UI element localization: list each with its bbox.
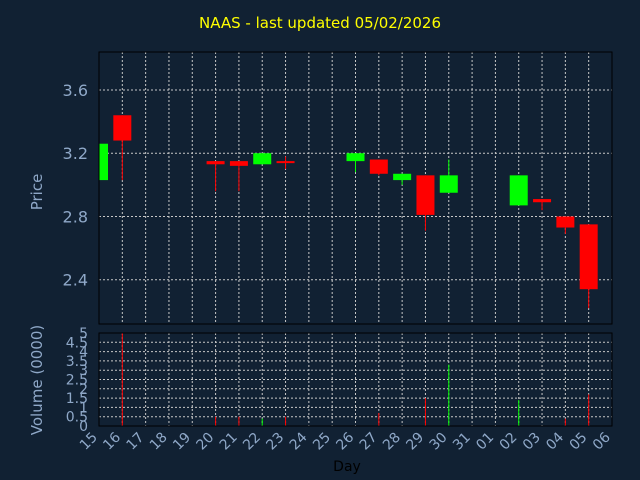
candle-body [276, 161, 295, 164]
candle-body [533, 199, 552, 203]
price-tick-label: 2.8 [63, 207, 88, 226]
x-tick-label: 05 [567, 430, 591, 454]
candle-body [556, 216, 575, 228]
price-tick-label: 2.4 [63, 271, 88, 290]
price-tick-label: 3.6 [63, 81, 88, 100]
volume-tick-label: 3 [79, 363, 88, 379]
x-tick-label: 20 [193, 430, 217, 454]
price-candles [98, 115, 598, 309]
candle-body [99, 143, 108, 181]
candle-body [253, 153, 272, 165]
x-tick-label: 17 [124, 430, 148, 454]
x-tick-label: 21 [217, 430, 241, 454]
x-tick-label: 30 [427, 430, 451, 454]
x-tick-label: 28 [380, 430, 404, 454]
volume-tick-label: 1.5 [66, 391, 88, 407]
volume-tick-label: 0.5 [66, 410, 88, 426]
x-tick-label: 01 [473, 430, 497, 454]
x-tick-label: 16 [100, 429, 124, 453]
candle-body [346, 153, 365, 162]
candle-body [509, 175, 528, 206]
x-tick-label: 02 [497, 430, 521, 454]
x-tick-label: 31 [450, 430, 474, 454]
volume-panel-frame [98, 332, 613, 427]
candle-body [229, 161, 248, 166]
x-tick-label: 25 [310, 430, 334, 454]
x-tick-label: 24 [287, 429, 311, 453]
volume-tick-label: 0 [79, 419, 88, 435]
price-panel-grid [99, 52, 612, 324]
volume-tick-label: 2.5 [66, 373, 88, 389]
candle-body [206, 161, 225, 165]
candle-body [416, 175, 435, 215]
volume-tick-label: 1 [79, 400, 88, 416]
volume-tick-label: 5 [79, 326, 88, 342]
price-tick-label: 3.2 [63, 144, 88, 163]
volume-bars [121, 333, 590, 426]
x-tick-label: 19 [170, 430, 194, 454]
price-panel-frame [98, 51, 613, 325]
volume-axis-title: Volume (0000) [28, 325, 46, 435]
candle-body [369, 159, 388, 174]
candle-body [113, 115, 132, 141]
x-tick-label: 18 [147, 430, 171, 454]
x-tick-label: 27 [357, 430, 381, 454]
volume-tick-label: 3.5 [66, 354, 88, 370]
x-tick-label: 06 [590, 429, 614, 453]
volume-panel-grid [99, 332, 612, 427]
x-tick-label: 03 [520, 430, 544, 454]
candle-body [393, 173, 412, 181]
x-tick-label: 29 [403, 430, 427, 454]
chart-title: NAAS - last updated 05/02/2026 [198, 14, 442, 32]
price-axis-title: Price [28, 174, 46, 211]
volume-tick-label: 4 [79, 345, 88, 361]
x-tick-label: 26 [333, 429, 357, 453]
candle-body [579, 224, 598, 290]
volume-tick-label: 4.5 [66, 335, 88, 351]
x-tick-label: 22 [240, 430, 264, 454]
candle-body [439, 175, 458, 193]
x-tick-label: 23 [263, 430, 287, 454]
volume-tick-label: 2 [79, 382, 88, 398]
x-axis-title: Day [333, 459, 361, 475]
x-tick-label: 04 [543, 429, 567, 453]
